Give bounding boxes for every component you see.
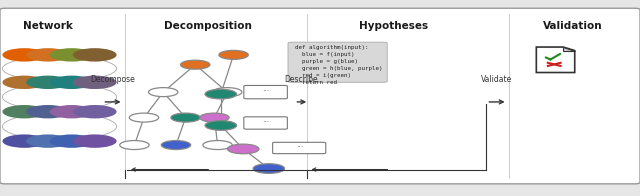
Circle shape <box>73 76 116 89</box>
Circle shape <box>212 88 242 97</box>
Circle shape <box>205 89 237 99</box>
Text: def algorithm(input):
  blue = f(input)
  purple = g(blue)
  green = h(blue, pur: def algorithm(input): blue = f(input) pu… <box>295 45 383 85</box>
FancyBboxPatch shape <box>244 117 287 129</box>
Circle shape <box>26 134 70 148</box>
Circle shape <box>200 113 229 122</box>
Circle shape <box>50 105 93 118</box>
Circle shape <box>73 105 116 118</box>
Circle shape <box>219 50 248 59</box>
Circle shape <box>3 76 46 89</box>
Text: Decomposition: Decomposition <box>164 21 252 31</box>
Circle shape <box>73 134 116 148</box>
Circle shape <box>3 134 46 148</box>
Text: Decompose: Decompose <box>90 75 135 84</box>
Circle shape <box>203 141 232 150</box>
Circle shape <box>227 144 259 154</box>
Circle shape <box>129 113 159 122</box>
FancyBboxPatch shape <box>244 85 287 99</box>
Circle shape <box>120 141 149 150</box>
FancyBboxPatch shape <box>273 142 326 154</box>
Text: Hypotheses: Hypotheses <box>359 21 428 31</box>
Text: ···: ··· <box>262 88 269 97</box>
Text: Validate: Validate <box>481 75 512 84</box>
Circle shape <box>180 60 210 69</box>
Circle shape <box>73 48 116 62</box>
Polygon shape <box>536 47 575 73</box>
Text: Network: Network <box>23 21 73 31</box>
Circle shape <box>3 105 46 118</box>
Circle shape <box>26 48 70 62</box>
Circle shape <box>253 164 285 173</box>
Text: ···: ··· <box>296 143 303 152</box>
Circle shape <box>205 121 237 130</box>
Text: ···: ··· <box>262 119 269 127</box>
Circle shape <box>3 48 46 62</box>
FancyBboxPatch shape <box>288 42 387 82</box>
Circle shape <box>148 88 178 97</box>
Circle shape <box>171 113 200 122</box>
Circle shape <box>50 48 93 62</box>
Text: Describe: Describe <box>285 75 318 84</box>
Circle shape <box>26 105 70 118</box>
Circle shape <box>161 141 191 150</box>
Text: Validation: Validation <box>543 21 603 31</box>
Polygon shape <box>563 47 575 51</box>
FancyBboxPatch shape <box>0 8 640 184</box>
Circle shape <box>26 76 70 89</box>
Circle shape <box>50 76 93 89</box>
Circle shape <box>50 134 93 148</box>
